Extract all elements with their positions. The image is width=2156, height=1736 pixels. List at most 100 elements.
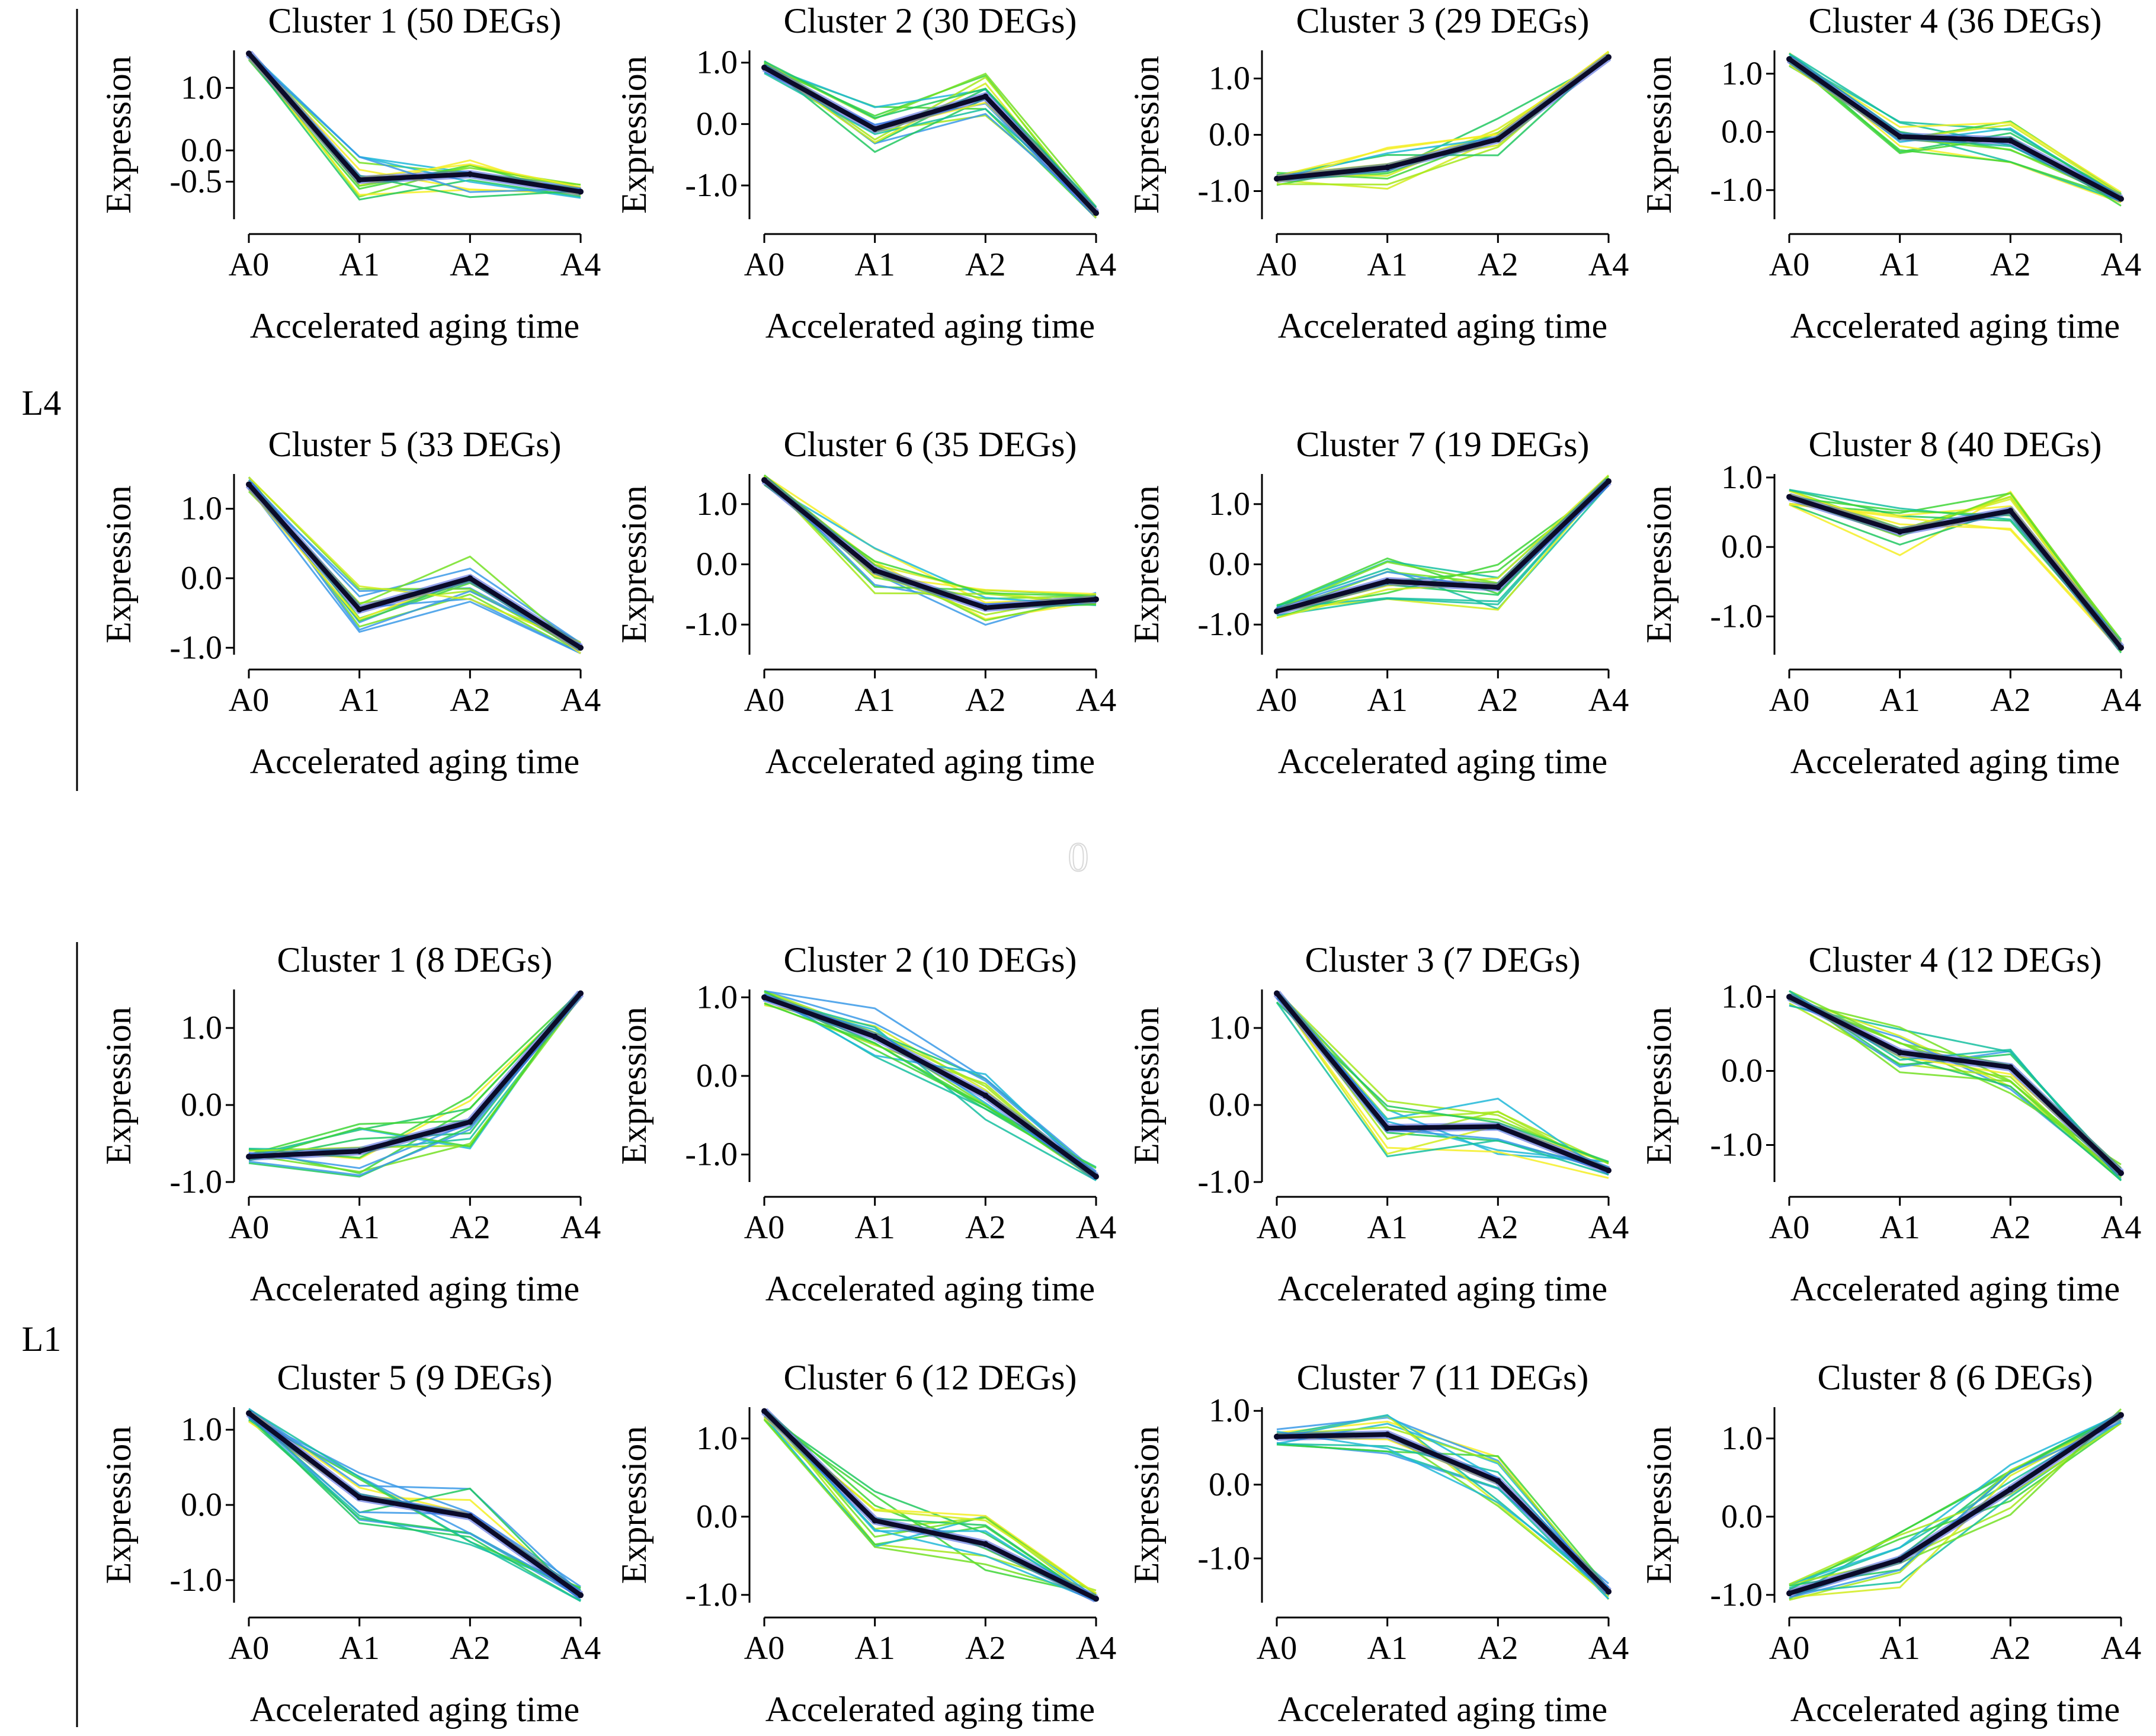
member-gene-line [1789, 52, 2122, 204]
member-gene-line [763, 1419, 1097, 1597]
member-gene-line [1789, 990, 2122, 1181]
x-tick-label: A2 [965, 246, 1005, 283]
panel-title: Cluster 5 (9 DEGs) [277, 1358, 553, 1397]
x-axis-label: Accelerated aging time [765, 1269, 1095, 1308]
y-tick-label: 1.0 [181, 69, 222, 106]
y-tick-label: -1.0 [1197, 1164, 1250, 1200]
centroid-line [246, 52, 581, 194]
y-axis-label: Expression [1639, 485, 1678, 643]
member-gene-line [1789, 1002, 2122, 1181]
centroid-point [2007, 137, 2014, 144]
centroid-point [872, 126, 878, 132]
member-gene-line [1276, 990, 1609, 1170]
y-tick-label: -1.0 [1197, 606, 1250, 643]
panel-l1-c8: Cluster 8 (6 DEGs) 1.0 0.0 -1.0A0 A1 A2 A4 Acce… [1639, 1358, 2141, 1729]
centroid-line [763, 1409, 1097, 1601]
x-tick-label: A2 [1990, 1630, 2030, 1667]
panel-l4-c8: Cluster 8 (40 DEGs) 1.0 0.0 -1.0 A0 A1 A2 A4 Acc… [1639, 425, 2141, 781]
member-gene-line [1276, 1426, 1610, 1591]
y-tick-label: 1.0 [1209, 1010, 1250, 1046]
x-axis-label: Accelerated aging time [765, 742, 1095, 781]
centroid-line [763, 995, 1098, 1178]
y-tick-label: -1.0 [685, 606, 738, 643]
centroid-line [248, 991, 583, 1160]
member-gene-line [1276, 1443, 1610, 1594]
x-axis-label: Accelerated aging time [1790, 306, 2120, 345]
member-gene-line [764, 990, 1097, 1173]
centroid-point [1384, 578, 1391, 584]
x-axis-label: Accelerated aging time [250, 306, 579, 345]
centroid-point [982, 93, 989, 100]
member-gene-line [248, 1415, 581, 1588]
centroid-point [1606, 1167, 1612, 1174]
member-gene-line [1276, 1443, 1610, 1590]
y-tick-label: 0.0 [1721, 1498, 1763, 1535]
centroid-point [1786, 56, 1792, 62]
centroid-point [1495, 584, 1501, 591]
centroid-point [578, 188, 584, 195]
x-tick-label: A1 [854, 246, 895, 283]
x-axis-label: Accelerated aging time [250, 742, 579, 781]
x-tick-label: A4 [1588, 1630, 1629, 1667]
centroid-point [246, 1154, 252, 1160]
panel-title: Cluster 8 (6 DEGs) [1818, 1358, 2093, 1397]
panel-title: Cluster 3 (29 DEGs) [1296, 1, 1590, 40]
centroid-point [982, 1541, 989, 1547]
member-gene-line [764, 999, 1097, 1178]
panel-l1-c2: Cluster 2 (10 DEGs) 1.0 0.0 -1.0A0 A1 A2 A4 Acc… [614, 940, 1116, 1308]
member-gene-line [1276, 990, 1609, 1165]
centroid-point [1786, 994, 1792, 1000]
y-tick-label: -0.5 [169, 164, 222, 200]
y-tick-label: 0.0 [1209, 1087, 1250, 1123]
y-axis-label: Expression [99, 1007, 138, 1165]
centroid-point [1274, 1433, 1280, 1440]
x-tick-label: A0 [1257, 1209, 1297, 1246]
centroid-point [467, 1513, 473, 1520]
x-tick-label: A0 [1769, 246, 1809, 283]
x-tick-label: A1 [1367, 246, 1407, 283]
y-tick-label: 1.0 [696, 979, 738, 1016]
y-tick-label: -1.0 [685, 1136, 738, 1173]
panel-title: Cluster 5 (33 DEGs) [268, 425, 562, 464]
x-tick-label: A1 [1367, 1630, 1407, 1667]
x-tick-label: A2 [1478, 682, 1518, 719]
centroid-point [1896, 1556, 1903, 1563]
x-tick-label: A0 [1769, 682, 1809, 719]
x-tick-label: A2 [1478, 1209, 1518, 1246]
y-tick-label: 1.0 [1721, 459, 1763, 496]
x-tick-label: A1 [854, 1209, 895, 1246]
member-gene-line [1276, 1423, 1610, 1596]
y-axis-label: Expression [1127, 485, 1166, 643]
centroid-point [578, 1592, 584, 1599]
x-tick-label: A0 [1257, 246, 1297, 283]
member-gene-line [1276, 50, 1609, 190]
centroid-line [1788, 494, 2123, 649]
centroid-point [1896, 1049, 1903, 1056]
y-tick-label: 0.0 [1209, 1466, 1250, 1503]
centroid-line [1788, 1412, 2123, 1596]
y-axis-label: Expression [1639, 1426, 1678, 1584]
x-tick-label: A4 [1076, 246, 1116, 283]
centroid-point [2118, 196, 2124, 202]
y-tick-label: 1.0 [696, 486, 738, 523]
member-gene-line [1276, 57, 1609, 180]
centroid-point [356, 1494, 363, 1501]
x-tick-label: A0 [229, 682, 269, 719]
y-axis-label: Expression [99, 485, 138, 643]
x-tick-label: A1 [1367, 682, 1407, 719]
x-tick-label: A4 [2101, 682, 2141, 719]
centroid-point [2007, 1486, 2014, 1492]
y-tick-label: 1.0 [1721, 55, 1763, 92]
y-tick-label: 0.0 [696, 1498, 738, 1535]
x-tick-label: A4 [2101, 1630, 2141, 1667]
panel-title: Cluster 1 (50 DEGs) [268, 1, 562, 40]
centroid-line [1276, 479, 1610, 614]
panel-title: Cluster 7 (19 DEGs) [1296, 425, 1590, 464]
y-tick-label: 1.0 [696, 1420, 738, 1457]
member-gene-line [1789, 53, 2122, 202]
y-axis-label: Expression [1127, 1426, 1166, 1584]
y-tick-label: 1.0 [696, 44, 738, 81]
y-tick-label: 0.0 [1209, 117, 1250, 153]
centroid-point [356, 606, 363, 613]
x-tick-label: A1 [854, 682, 895, 719]
